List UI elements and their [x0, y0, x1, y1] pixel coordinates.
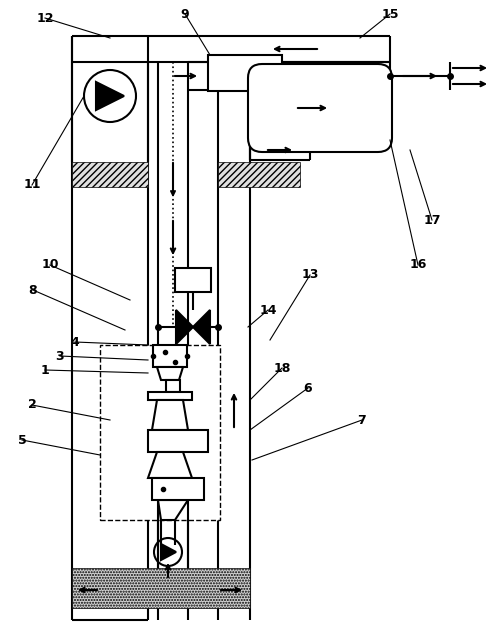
Text: 14: 14	[259, 303, 277, 317]
Bar	[166, 380, 180, 392]
Text: 11: 11	[23, 179, 41, 191]
Text: 5: 5	[18, 433, 26, 447]
Text: 16: 16	[410, 259, 426, 271]
Polygon shape	[161, 544, 176, 560]
Text: 9: 9	[180, 8, 190, 20]
Polygon shape	[158, 500, 188, 520]
Text: 13: 13	[302, 269, 318, 282]
FancyBboxPatch shape	[248, 64, 392, 152]
Bar	[148, 430, 208, 452]
Bar	[175, 268, 211, 292]
Polygon shape	[96, 82, 124, 110]
Bar	[152, 478, 204, 500]
Text: 15: 15	[382, 8, 399, 20]
Polygon shape	[152, 400, 188, 430]
Bar	[100, 345, 220, 520]
Text: 4: 4	[70, 335, 80, 349]
Polygon shape	[148, 392, 192, 400]
Text: 12: 12	[36, 12, 54, 24]
Text: 1: 1	[40, 364, 50, 376]
Text: 3: 3	[56, 349, 64, 362]
Bar	[72, 568, 250, 608]
Polygon shape	[157, 367, 183, 380]
Polygon shape	[176, 310, 193, 344]
Text: 10: 10	[41, 259, 59, 271]
Polygon shape	[148, 452, 192, 478]
Text: 6: 6	[304, 381, 312, 394]
Text: 8: 8	[28, 284, 38, 296]
Polygon shape	[193, 310, 210, 344]
Text: 2: 2	[28, 399, 36, 412]
Text: 18: 18	[274, 362, 290, 374]
Bar	[153, 345, 187, 367]
Text: 17: 17	[423, 214, 441, 227]
Bar	[208, 55, 282, 91]
Text: 7: 7	[358, 413, 366, 426]
Bar	[218, 162, 300, 187]
Bar	[72, 162, 148, 187]
